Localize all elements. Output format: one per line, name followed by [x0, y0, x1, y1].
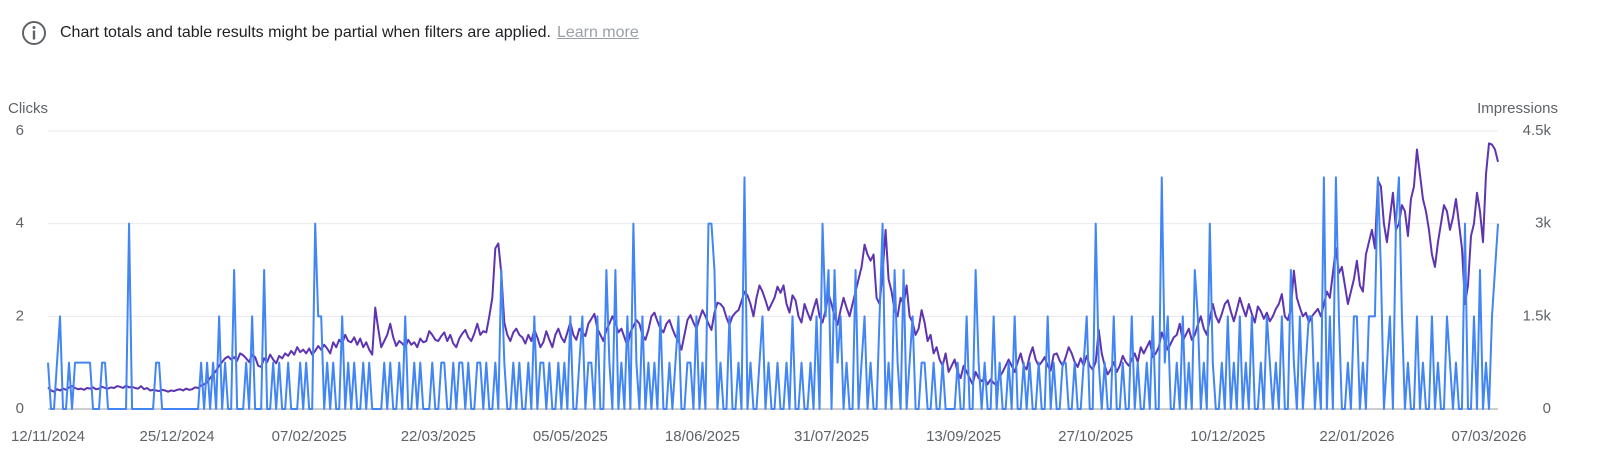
x-tick-label: 22/01/2026 [1319, 428, 1394, 445]
banner-text: Chart totals and table results might be … [60, 24, 551, 41]
y2-tick-label: 3k [1535, 215, 1551, 232]
x-tick-label: 07/02/2025 [272, 428, 347, 445]
y-tick-label: 6 [16, 122, 24, 139]
x-tick-label: 10/12/2025 [1190, 428, 1265, 445]
x-tick-label: 12/11/2024 [11, 428, 85, 445]
info-icon [22, 21, 46, 45]
x-tick-label: 27/10/2025 [1058, 428, 1133, 445]
y2-tick-label: 1.5k [1523, 307, 1552, 324]
x-tick-label: 18/06/2025 [665, 428, 740, 445]
y-tick-label: 0 [16, 400, 24, 417]
x-tick-label: 13/09/2025 [926, 428, 1001, 445]
info-banner: Chart totals and table results might be … [20, 20, 639, 46]
x-tick-label: 05/05/2025 [533, 428, 608, 445]
x-tick-label: 22/03/2025 [401, 428, 476, 445]
y2-tick-label: 0 [1543, 400, 1551, 417]
x-tick-label: 07/03/2026 [1451, 428, 1526, 445]
x-tick-label: 31/07/2025 [794, 428, 869, 445]
y-axis-title: Clicks [8, 100, 48, 117]
y-tick-label: 2 [16, 307, 24, 324]
y2-tick-label: 4.5k [1523, 122, 1552, 139]
x-tick-label: 25/12/2024 [140, 428, 215, 445]
learn-more-link[interactable]: Learn more [556, 24, 639, 41]
y-tick-label: 4 [16, 215, 24, 232]
series-line [47, 142, 1499, 393]
series-line [47, 176, 1499, 410]
y2-axis-title: Impressions [1477, 100, 1558, 117]
